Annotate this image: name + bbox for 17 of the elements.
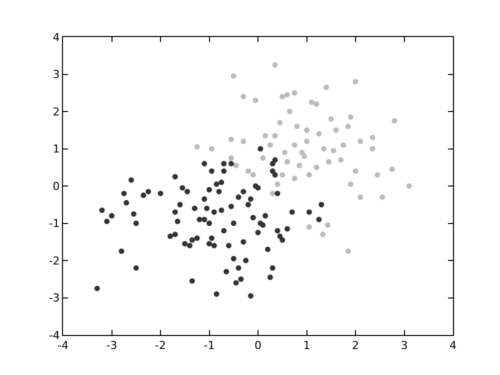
- y-tick-label: 1: [52, 142, 60, 156]
- y-tick-label: 3: [52, 68, 60, 82]
- y-tick-label: 4: [52, 30, 60, 44]
- x-tick-label: 0: [254, 339, 262, 352]
- y-tick-label: -2: [48, 254, 60, 268]
- x-tick-label: -1: [204, 339, 215, 352]
- x-tick-label: 3: [400, 339, 408, 352]
- x-tick-label: 4: [450, 339, 456, 352]
- y-tick-label: -3: [48, 292, 60, 305]
- y-tick-label: -1: [48, 217, 60, 230]
- y-tick-label: 2: [52, 105, 60, 118]
- x-tick-label: -3: [106, 339, 118, 352]
- x-tick-label: 1: [303, 339, 310, 352]
- x-tick-label: -2: [155, 339, 166, 352]
- y-tick-label: 0: [52, 180, 60, 193]
- y-tick-label: -4: [48, 328, 60, 342]
- x-tick-label: 2: [352, 339, 359, 352]
